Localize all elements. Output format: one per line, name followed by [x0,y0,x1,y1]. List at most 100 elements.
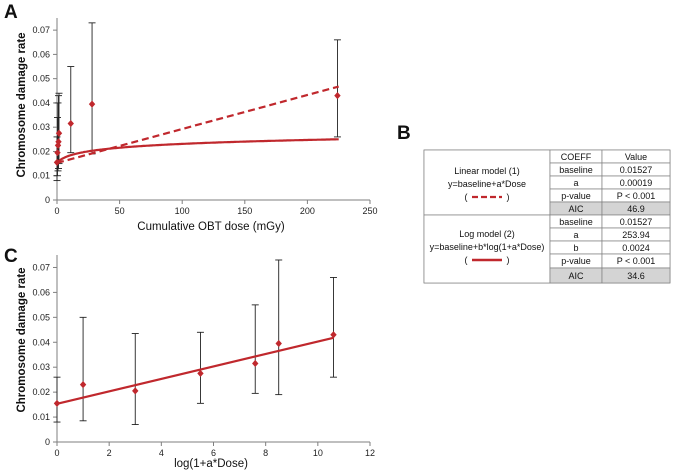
log-pvalue-coeff: p-value [561,256,591,266]
chartC-error-bar [251,304,259,394]
chartC-x-tick-label: 0 [54,448,59,458]
chartA-data-point [88,100,96,108]
log-aic-value: 34.6 [627,271,645,281]
chartC-y-tick-label: 0.07 [32,262,50,272]
log-legend-open: ( [465,255,468,265]
chartC-x-tick-label: 12 [365,448,375,458]
chartC-error-bar [196,331,204,404]
chart-a-points [53,92,341,166]
chartC-error-bar [79,316,87,422]
chartC-error-bar [329,276,337,378]
chartC-data-point [132,387,139,395]
chartC-x-tick-label: 8 [263,448,268,458]
log-pvalue-value: P < 0.001 [617,256,656,266]
chartA-error-bar [333,39,341,138]
chart-c-error-bars [53,259,337,425]
chart-a-log-model-curve [56,138,339,164]
linear-baseline-value: 0.01527 [620,165,653,175]
chart-c-y-axis-title: Chromosome damage rate [16,267,28,412]
chartA-data-point [67,119,74,128]
chartA-data-point [55,129,63,137]
chartC-y-tick-label: 0.05 [32,312,50,322]
chartA-x-tick-label: 50 [115,206,125,216]
chart-a-x-axis-title: Cumulative OBT dose (mGy) [137,221,285,233]
chartC-data-point [197,369,204,378]
chartA-x-tick-label: 150 [237,206,252,216]
chartC-y-tick-label: 0.04 [32,337,50,347]
linear-a-coeff: a [573,178,578,188]
chart-a: 0 0.01 0.02 0.03 0.04 0.05 0.06 0.07 0 50 100 150 2… [16,18,378,233]
panel-letter-b: B [397,123,411,144]
chart-c-x-ticks: 0 2 4 6 8 10 12 [54,442,375,458]
chart-a-x-ticks: 0 50 100 150 200 250 [54,200,378,216]
chart-a-error-bars [53,22,341,182]
chartC-data-point [275,339,282,348]
chartA-y-tick-label: 0.05 [32,74,50,84]
chartC-x-tick-label: 10 [313,448,323,458]
log-model-label-cell [423,214,551,284]
log-a-value: 253.94 [622,230,650,240]
chartC-data-point [252,359,259,368]
log-aic-label: AIC [568,271,584,281]
linear-pvalue-coeff: p-value [561,191,591,201]
chartA-data-point [55,138,62,146]
log-aic-value-cell [601,267,671,284]
chartA-error-bar [88,22,96,155]
chartA-y-tick-label: 0.03 [32,122,50,132]
chartA-data-point [334,92,341,100]
chartA-error-bar [67,66,75,154]
chart-c-fit-line [56,336,334,405]
log-b-coeff: b [573,243,578,253]
log-model-formula: y=baseline+b*log(1+a*Dose) [430,242,545,252]
linear-pvalue-value: P < 0.001 [617,191,656,201]
chartA-x-tick-label: 200 [300,206,315,216]
model-comparison-table: Linear model (1) y=baseline+a*Dose ( ) C… [423,149,671,284]
chart-c-x-axis-title: log(1+a*Dose) [174,458,248,470]
chartA-error-bar [54,102,62,172]
chartA-y-tick-label: 0.06 [32,49,50,59]
linear-a-value: 0.00019 [620,178,653,188]
chart-c-y-ticks: 0 0.01 0.02 0.03 0.04 0.05 0.06 0.07 [32,262,57,447]
chartC-y-tick-label: 0.03 [32,362,50,372]
log-legend-close: ) [507,255,510,265]
chart-c: 00.010.020.030.040.050.060.07 0 2 4 6 8 10 12 … [16,255,375,470]
chartC-y-tick-label: 0.06 [32,287,50,297]
log-b-value: 0.0024 [622,243,650,253]
chartA-data-point [54,149,61,157]
chartC-x-tick-label: 2 [107,448,112,458]
linear-baseline-coeff: baseline [559,165,593,175]
header-value: Value [625,152,647,162]
chartC-y-tick-label: 0.01 [32,412,50,422]
chartA-data-point [53,158,61,166]
chartA-y-tick-label: 0.02 [32,146,50,156]
chart-a-y-axis-title: Chromosome damage rate [16,32,28,177]
chartA-y-tick-label: 0.04 [32,98,50,108]
log-a-coeff: a [573,230,578,240]
chart-a-linear-model-line [56,85,339,165]
chartA-x-tick-label: 0 [54,206,59,216]
chartC-error-bar [53,376,61,423]
chartC-x-tick-label: 6 [211,448,216,458]
chartC-error-bar [275,259,283,396]
linear-model-formula: y=baseline+a*Dose [448,179,526,189]
chartA-y-tick-label: 0.01 [32,171,50,181]
chartC-data-point [79,381,87,389]
chartC-y-tick-label: 0.02 [32,387,50,397]
linear-legend-close: ) [507,192,510,202]
linear-aic-value: 46.9 [627,204,645,214]
log-model-name: Log model (2) [459,229,515,239]
chart-a-y-ticks: 0 0.01 0.02 0.03 0.04 0.05 0.06 0.07 [32,25,57,205]
chartA-y-tick-label: 0 [45,195,50,205]
linear-model-label-cell [423,149,551,216]
linear-legend-open: ( [465,192,468,202]
log-baseline-value: 0.01527 [620,217,653,227]
chartA-y-tick-label: 0.07 [32,25,50,35]
linear-aic-label: AIC [568,204,584,214]
chartC-y-tick-label: 0 [45,437,50,447]
chart-c-points [53,331,337,407]
chartA-x-tick-label: 250 [362,206,377,216]
panel-letter-c: C [4,246,18,267]
panel-letter-a: A [4,2,18,23]
chartC-data-point [53,399,61,407]
